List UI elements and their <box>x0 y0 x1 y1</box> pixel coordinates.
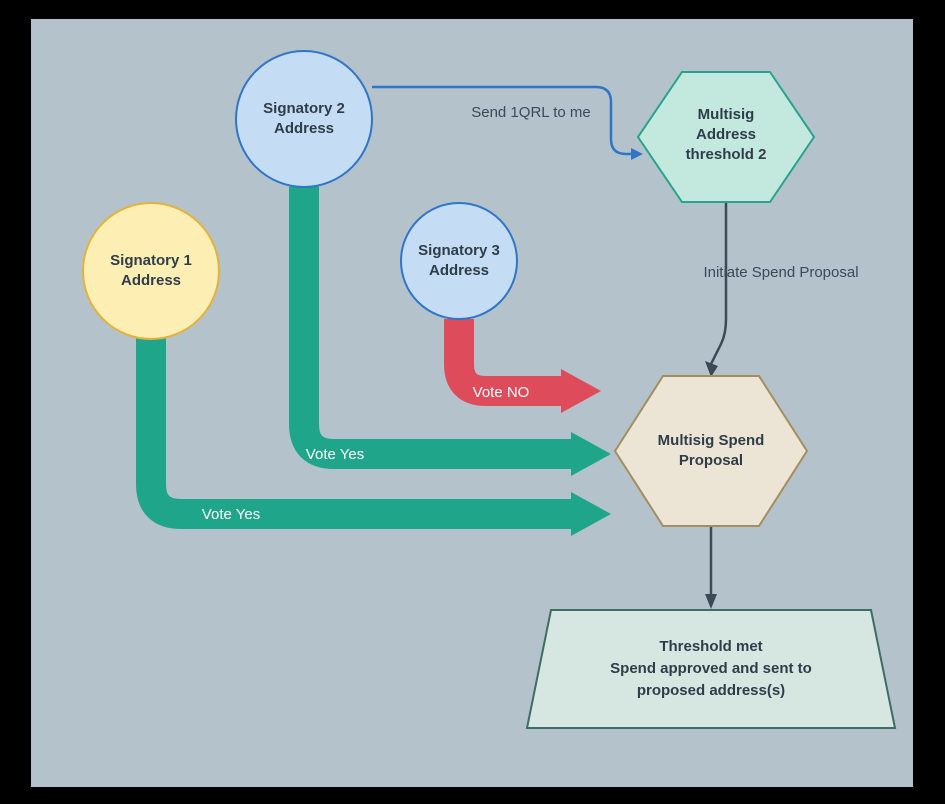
edge-initiate-label: Initiate Spend Proposal <box>703 264 858 281</box>
node-signatory-2: Signatory 2 Address <box>236 51 372 187</box>
node-spend-proposal-line2: Proposal <box>679 452 743 469</box>
node-multisig-address: Multisig Address threshold 2 <box>638 72 814 202</box>
edge-vote-no-label: Vote NO <box>473 384 530 401</box>
edge-to-outcome <box>705 526 717 609</box>
node-signatory-3-line1: Signatory 3 <box>418 242 500 259</box>
node-signatory-1: Signatory 1 Address <box>83 203 219 339</box>
edge-initiate: Initiate Spend Proposal <box>703 202 858 377</box>
canvas: Vote Yes Vote Yes Vote NO Send 1QRL to <box>0 0 945 804</box>
edge-vote-yes-1-label: Vote Yes <box>202 506 260 523</box>
edge-send-qrl-label: Send 1QRL to me <box>471 104 591 121</box>
edge-send-qrl: Send 1QRL to me <box>372 87 643 160</box>
flowchart-svg: Vote Yes Vote Yes Vote NO Send 1QRL to <box>31 19 913 787</box>
edge-vote-yes-1: Vote Yes <box>136 324 611 536</box>
edge-vote-yes-2-label: Vote Yes <box>306 446 364 463</box>
node-signatory-1-line1: Signatory 1 <box>110 252 192 269</box>
node-multisig-address-line3: threshold 2 <box>686 146 767 163</box>
edge-vote-no: Vote NO <box>459 319 601 413</box>
node-signatory-2-line2: Address <box>274 120 334 137</box>
node-multisig-address-line2: Address <box>696 126 756 143</box>
node-threshold-met-line3: proposed address(s) <box>637 682 785 699</box>
node-signatory-3-line2: Address <box>429 262 489 279</box>
node-signatory-3: Signatory 3 Address <box>401 203 517 319</box>
node-threshold-met-line1: Threshold met <box>659 638 762 655</box>
diagram-panel: Vote Yes Vote Yes Vote NO Send 1QRL to <box>30 18 914 788</box>
node-signatory-2-line1: Signatory 2 <box>263 100 345 117</box>
node-threshold-met: Threshold met Spend approved and sent to… <box>527 610 895 728</box>
node-spend-proposal-line1: Multisig Spend <box>658 432 765 449</box>
node-threshold-met-line2: Spend approved and sent to <box>610 660 812 677</box>
node-spend-proposal: Multisig Spend Proposal <box>615 376 807 526</box>
node-signatory-1-line2: Address <box>121 272 181 289</box>
node-multisig-address-line1: Multisig <box>698 106 755 123</box>
